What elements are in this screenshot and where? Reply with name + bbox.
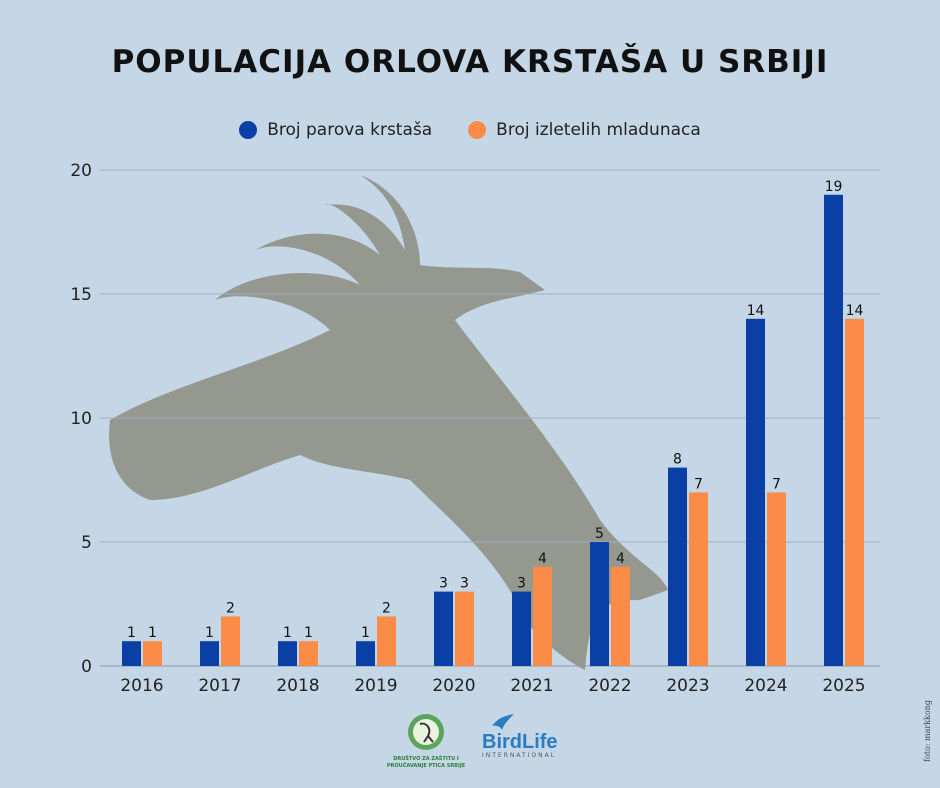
data-label: 1 <box>361 625 370 641</box>
y-tick-label: 10 <box>70 409 92 429</box>
bar-fledglings-2018 <box>299 641 318 666</box>
y-tick-label: 15 <box>70 285 92 305</box>
eagle-illustration <box>109 175 669 670</box>
data-label: 14 <box>846 303 864 319</box>
data-label: 2 <box>226 600 235 616</box>
stork-icon <box>408 714 444 750</box>
bar-fledglings-2016 <box>143 641 162 666</box>
data-label: 1 <box>304 625 313 641</box>
y-tick-label: 20 <box>70 161 92 181</box>
bar-pairs-2018 <box>278 641 297 666</box>
bird-icon <box>492 714 514 730</box>
bar-pairs-2020 <box>434 591 453 666</box>
data-label: 4 <box>616 551 625 567</box>
data-label: 19 <box>825 179 843 195</box>
y-axis: 0 5 10 15 20 <box>70 161 92 677</box>
bar-pairs-2019 <box>356 641 375 666</box>
bar-fledglings-2020 <box>455 591 474 666</box>
data-label: 1 <box>127 625 136 641</box>
x-tick-label: 2019 <box>354 676 397 696</box>
bar-pairs-2024 <box>746 318 765 666</box>
dzppss-text: DRUŠTVO ZA ZAŠTITU I PROUČAVANJE PTICA S… <box>386 756 466 769</box>
data-label: 8 <box>673 452 682 468</box>
bar-pairs-2021 <box>512 591 531 666</box>
birdlife-name: BirdLife <box>482 731 558 753</box>
data-label: 7 <box>694 476 703 492</box>
bar-pairs-2016 <box>122 641 141 666</box>
x-tick-label: 2018 <box>276 676 319 696</box>
chart-legend: Broj parova krstaša Broj izletelih mladu… <box>0 120 940 140</box>
data-label: 1 <box>283 625 292 641</box>
data-label: 3 <box>439 576 448 592</box>
bar-fledglings-2019 <box>377 616 396 666</box>
data-label: 14 <box>747 303 765 319</box>
photo-credit: foto: markkong <box>923 700 932 763</box>
bar-pairs-2023 <box>668 467 687 666</box>
data-label: 5 <box>595 526 604 542</box>
bar-pairs-2017 <box>200 641 219 666</box>
legend-swatch-fledglings <box>468 121 487 139</box>
data-label: 4 <box>538 551 547 567</box>
legend-label-pairs: Broj parova krstaša <box>267 120 433 140</box>
x-tick-label: 2025 <box>822 676 865 696</box>
chart-title: Populacija orlova krstaša u Srbiji <box>111 44 829 80</box>
x-tick-label: 2020 <box>432 676 475 696</box>
legend-item-pairs: Broj parova krstaša <box>239 120 432 140</box>
bar-fledglings-2021 <box>533 566 552 666</box>
birdlife-sub: INTERNATIONAL <box>482 752 557 759</box>
x-tick-label: 2021 <box>510 676 553 696</box>
data-label: 3 <box>517 576 526 592</box>
x-tick-label: 2016 <box>120 676 163 696</box>
dzppss-logo: DRUŠTVO ZA ZAŠTITU I PROUČAVANJE PTICA S… <box>384 712 468 770</box>
x-axis: 2016 2017 2018 2019 2020 2021 2022 2023 2024 2025 <box>120 676 865 696</box>
bar-fledglings-2017 <box>221 616 240 666</box>
data-label: 7 <box>772 476 781 492</box>
x-tick-label: 2024 <box>744 676 787 696</box>
bar-fledglings-2024 <box>767 492 786 666</box>
y-tick-label: 0 <box>81 657 92 677</box>
data-label: 1 <box>148 625 157 641</box>
data-label: 2 <box>382 600 391 616</box>
legend-swatch-pairs <box>239 121 258 139</box>
bar-fledglings-2022 <box>611 566 630 666</box>
legend-label-fledglings: Broj izletelih mladunaca <box>496 120 701 140</box>
bar-pairs-2025 <box>824 194 843 667</box>
x-tick-label: 2017 <box>198 676 241 696</box>
x-tick-label: 2023 <box>666 676 709 696</box>
bar-fledglings-2023 <box>689 492 708 666</box>
data-label: 3 <box>460 576 469 592</box>
x-tick-label: 2022 <box>588 676 631 696</box>
y-tick-label: 5 <box>81 533 92 553</box>
birdlife-logo: BirdLife INTERNATIONAL <box>482 712 562 759</box>
legend-item-fledglings: Broj izletelih mladunaca <box>468 120 701 140</box>
bar-pairs-2022 <box>590 542 609 666</box>
data-label: 1 <box>205 625 214 641</box>
bar-fledglings-2025 <box>845 318 864 666</box>
